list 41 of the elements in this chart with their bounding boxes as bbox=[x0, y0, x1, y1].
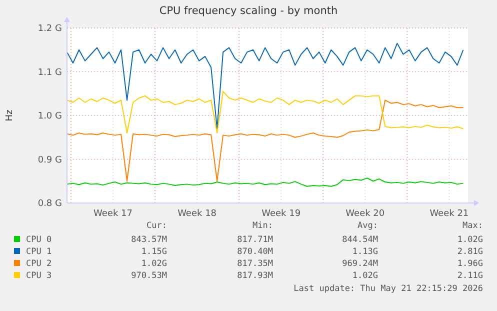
text: Avg: bbox=[358, 221, 378, 231]
line-series bbox=[66, 42, 464, 130]
text: 2.11G bbox=[457, 271, 483, 281]
x-tick-label: Week 19 bbox=[262, 209, 301, 219]
text: 843.57M bbox=[131, 235, 167, 245]
x-tick-label: Week 18 bbox=[178, 209, 217, 219]
text: 817.93M bbox=[237, 271, 273, 281]
legend-label: CPU 3 bbox=[26, 271, 52, 281]
text: 870.40M bbox=[237, 247, 273, 257]
chart-title: CPU frequency scaling - by month bbox=[159, 5, 338, 17]
text: 817.35M bbox=[237, 259, 273, 269]
text: 1.15G bbox=[141, 247, 167, 257]
text: 1.13G bbox=[352, 247, 378, 257]
y-tick-label: 1.0 G bbox=[38, 112, 62, 122]
text: Last update: Thu May 21 22:15:29 2026 bbox=[294, 284, 483, 294]
legend-label: CPU 2 bbox=[26, 259, 52, 269]
y-axis-title: Hz bbox=[5, 109, 15, 122]
y-tick-label: 0.8 G bbox=[38, 199, 62, 210]
x-tick-label: Week 20 bbox=[346, 209, 385, 219]
text: Cur: bbox=[146, 221, 167, 231]
x-tick-label: Week 21 bbox=[430, 209, 469, 219]
text: 1.02G bbox=[352, 271, 378, 281]
line-series bbox=[66, 178, 464, 187]
text: 1.02G bbox=[141, 259, 167, 269]
line-series bbox=[66, 100, 464, 182]
text: 844.54M bbox=[342, 235, 378, 245]
legend-label: CPU 0 bbox=[26, 235, 52, 245]
text: 817.71M bbox=[237, 235, 273, 245]
text: Min: bbox=[252, 221, 273, 231]
text: 2.81G bbox=[457, 247, 483, 257]
y-tick-label: 1.2 G bbox=[38, 24, 62, 34]
text: 1.96G bbox=[457, 259, 483, 269]
text: Max: bbox=[462, 221, 483, 231]
legend-label: CPU 1 bbox=[26, 247, 52, 257]
text: 1.02G bbox=[457, 235, 483, 245]
x-tick-label: Week 17 bbox=[94, 209, 133, 219]
y-tick-label: 0.9 G bbox=[38, 155, 62, 166]
text: 969.24M bbox=[342, 259, 378, 269]
line-series bbox=[66, 90, 464, 134]
y-tick-label: 1.1 G bbox=[38, 68, 62, 78]
text: 970.53M bbox=[131, 271, 167, 281]
